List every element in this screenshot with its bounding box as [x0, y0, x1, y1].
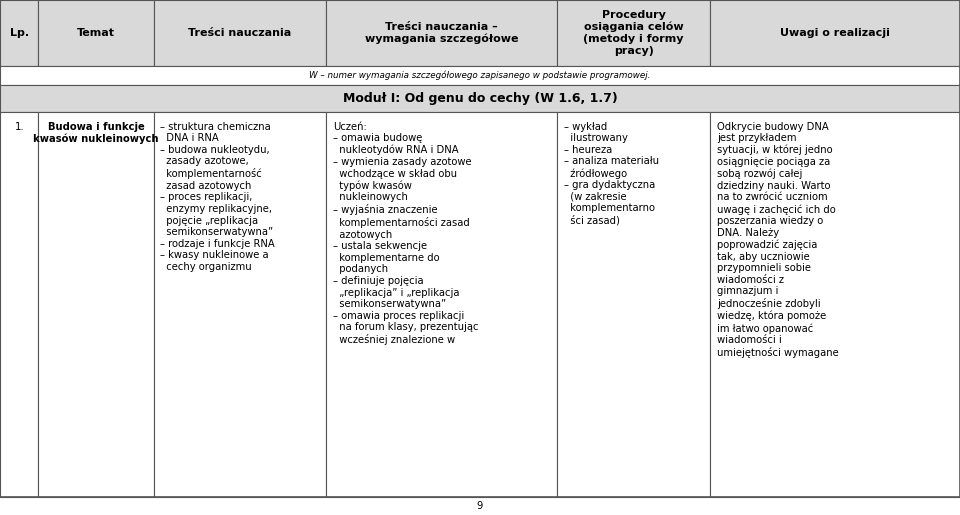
Bar [0, 85, 960, 112]
Text: Uczeń:
– omawia budowę
  nukleotydów RNA i DNA
– wymienia zasady azotowe
  wchod: Uczeń: – omawia budowę nukleotydów RNA i… [333, 122, 479, 345]
Bar [326, 112, 557, 497]
Text: – struktura chemiczna
  DNA i RNA
– budowa nukleotydu,
  zasady azotowe,
  kompl: – struktura chemiczna DNA i RNA – budowa… [160, 122, 276, 272]
Bar [0, 66, 960, 85]
Text: Temat: Temat [77, 28, 115, 38]
Bar [154, 0, 326, 66]
Text: – wykład
  ilustrowany
– heureza
– analiza materiału
  źródłowego
– gra dydaktyc: – wykład ilustrowany – heureza – analiza… [564, 122, 659, 226]
Text: Uwagi o realizacji: Uwagi o realizacji [780, 28, 890, 38]
Bar [326, 0, 557, 66]
Text: Moduł I: Od genu do cechy (W 1.6, 1.7): Moduł I: Od genu do cechy (W 1.6, 1.7) [343, 92, 617, 106]
Text: Procedury
osiągania celów
(metody i formy
pracy): Procedury osiągania celów (metody i form… [584, 10, 684, 56]
Text: Lp.: Lp. [10, 28, 29, 38]
Bar [557, 0, 710, 66]
Bar [154, 112, 326, 497]
Text: W – numer wymagania szczegółowego zapisanego w podstawie programowej.: W – numer wymagania szczegółowego zapisa… [309, 71, 651, 80]
Bar [38, 112, 154, 497]
Text: 1.: 1. [14, 122, 24, 131]
Text: Treści nauczania –
wymagania szczegółowe: Treści nauczania – wymagania szczegółowe [365, 22, 518, 44]
Bar [0, 112, 38, 497]
Bar [557, 112, 710, 497]
Text: Odkrycie budowy DNA
jest przykładem
sytuacji, w której jedno
osiągnięcie pociąga: Odkrycie budowy DNA jest przykładem sytu… [717, 122, 839, 358]
Text: Budowa i funkcje
kwasów nukleinowych: Budowa i funkcje kwasów nukleinowych [34, 122, 158, 144]
Bar [710, 0, 960, 66]
Bar [0, 0, 38, 66]
Text: Treści nauczania: Treści nauczania [188, 28, 292, 38]
Bar [38, 0, 154, 66]
Text: 9: 9 [477, 501, 483, 511]
Bar [710, 112, 960, 497]
